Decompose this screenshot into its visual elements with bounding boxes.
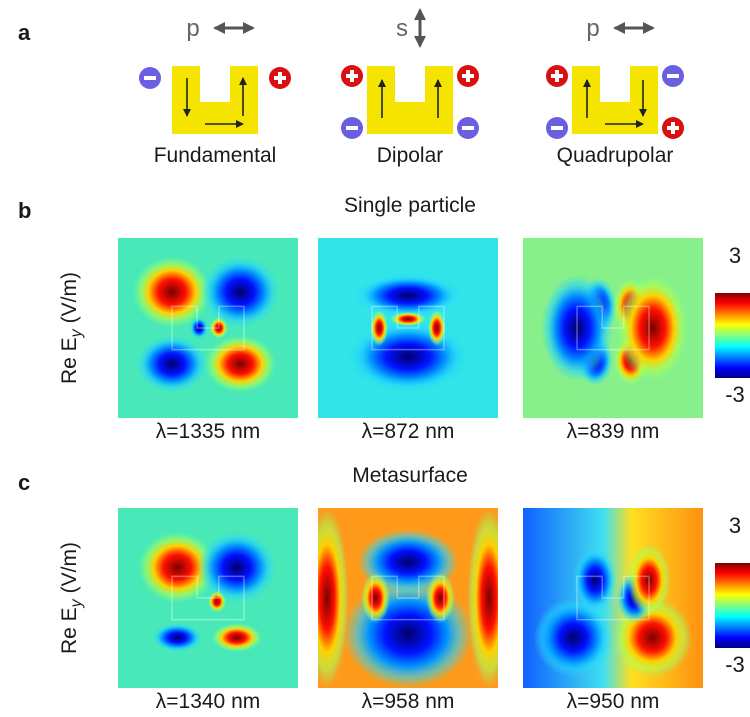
field-lobe (390, 311, 426, 327)
field-map (118, 508, 298, 688)
field-lobe (204, 335, 277, 393)
panel-label: c (18, 470, 30, 495)
field-map (118, 238, 298, 418)
axis-label-sub: y (68, 598, 85, 608)
field-lobe (616, 274, 689, 382)
axis-label-unit: (V/m) (58, 272, 81, 323)
charge-sign (350, 70, 354, 82)
field-lobe (346, 320, 470, 393)
field-map (318, 508, 498, 688)
charge-sign (462, 126, 474, 130)
charge-sign (346, 126, 358, 130)
field-lobe (152, 623, 203, 652)
panel-label: b (18, 198, 31, 223)
field-lobe (533, 598, 613, 678)
field-lobe (627, 544, 671, 616)
polarization-label: s (396, 15, 408, 42)
axis-label-sub: y (68, 328, 85, 338)
field-lobe (361, 572, 390, 624)
field-lobe (541, 274, 613, 382)
field-background (118, 508, 298, 688)
u-particle (172, 66, 258, 134)
field-lobe (318, 508, 349, 688)
field-lobe (573, 547, 617, 613)
wavelength-label: λ=1335 nm (156, 420, 261, 443)
mode-name: Fundamental (154, 144, 277, 167)
wavelength-label: λ=872 nm (362, 420, 455, 443)
field-lobe (354, 274, 462, 318)
field-lobe (209, 317, 228, 339)
wavelength-label: λ=958 nm (362, 690, 455, 712)
polarization-label: p (586, 15, 599, 42)
wavelength-label: λ=1340 nm (156, 690, 261, 712)
colorbar (715, 293, 750, 378)
field-map (318, 238, 498, 418)
mode-name: Quadrupolar (557, 144, 674, 167)
colorbar (715, 563, 750, 648)
field-lobe (137, 531, 217, 604)
particle-outline (371, 305, 445, 351)
axis-label-main: Re E (58, 337, 81, 384)
field-lobe (208, 590, 226, 613)
wavelength-label: λ=839 nm (567, 420, 660, 443)
charge-sign (555, 70, 559, 82)
wavelength-label: λ=950 nm (567, 690, 660, 712)
colorbar-tick-label: 3 (729, 243, 741, 268)
field-lobe (370, 310, 389, 346)
colorbar-tick-label: -3 (725, 652, 745, 677)
field-lobe (200, 256, 280, 328)
colorbar-tick-label: 3 (729, 513, 741, 538)
u-particle (572, 66, 658, 134)
field-lobe (132, 256, 212, 328)
field-lobe (190, 317, 208, 339)
charge-sign (466, 70, 470, 82)
mode-diagram: p Quadrupolar (546, 15, 684, 167)
charge-sign (671, 122, 675, 134)
charge-sign (278, 72, 282, 84)
mode-diagram: s Dipolar (341, 7, 479, 167)
charge-sign (144, 76, 156, 80)
colorbar-tick-label: -3 (725, 382, 745, 407)
u-particle (367, 66, 453, 134)
field-lobe (211, 623, 262, 652)
field-lobe (467, 508, 498, 688)
mode-name: Dipolar (377, 144, 444, 167)
field-lobe (426, 572, 455, 624)
axis-label-unit: (V/m) (58, 542, 81, 593)
field-lobe (427, 310, 446, 346)
row-title: Single particle (344, 194, 476, 217)
panel-label: a (18, 20, 31, 45)
field-map (523, 238, 703, 418)
axis-label-main: Re E (58, 607, 81, 654)
field-lobe (136, 335, 208, 393)
particle-outline (171, 305, 245, 351)
field-map (523, 508, 703, 688)
axis-label: Re Ey (V/m) (58, 272, 85, 384)
row-title: Metasurface (352, 464, 468, 487)
charge-sign (667, 74, 679, 78)
axis-label: Re Ey (V/m) (58, 542, 85, 654)
particle-outline (576, 575, 650, 621)
particle-outline (576, 305, 650, 351)
polarization-label: p (186, 15, 199, 42)
charge-sign (551, 126, 563, 130)
particle-outline (171, 575, 245, 621)
particle-outline (371, 575, 445, 621)
field-lobe (197, 531, 277, 604)
mode-diagram: p Fundamental (139, 15, 291, 167)
